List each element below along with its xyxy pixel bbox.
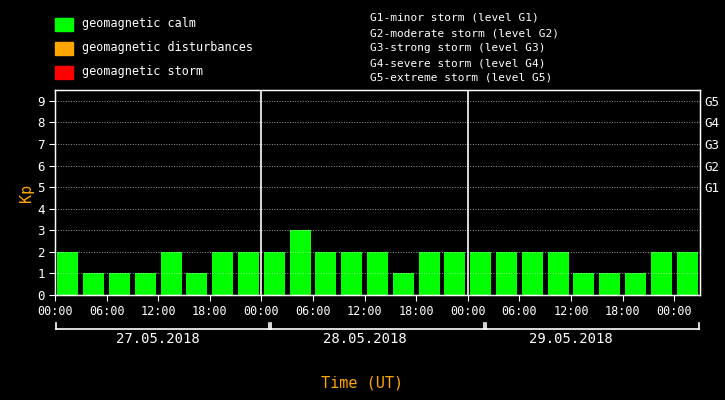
Text: G5-extreme storm (level G5): G5-extreme storm (level G5) — [370, 73, 552, 83]
Bar — [599, 274, 621, 295]
Bar — [470, 252, 492, 295]
Bar — [341, 252, 362, 295]
Bar — [496, 252, 517, 295]
Bar — [367, 252, 388, 295]
Bar — [547, 252, 568, 295]
Text: G1-minor storm (level G1): G1-minor storm (level G1) — [370, 13, 539, 23]
Text: G4-severe storm (level G4): G4-severe storm (level G4) — [370, 58, 545, 68]
Bar — [651, 252, 672, 295]
Bar — [264, 252, 285, 295]
Bar — [573, 274, 594, 295]
Bar — [109, 274, 130, 295]
Text: geomagnetic storm: geomagnetic storm — [82, 66, 203, 78]
Text: geomagnetic calm: geomagnetic calm — [82, 18, 196, 30]
Bar — [625, 274, 646, 295]
Bar — [160, 252, 182, 295]
Bar — [83, 274, 104, 295]
Y-axis label: Kp: Kp — [20, 183, 34, 202]
Text: Time (UT): Time (UT) — [321, 375, 404, 390]
Text: G3-strong storm (level G3): G3-strong storm (level G3) — [370, 43, 545, 53]
Bar — [444, 252, 465, 295]
Text: 29.05.2018: 29.05.2018 — [529, 332, 613, 346]
Text: 28.05.2018: 28.05.2018 — [323, 332, 407, 346]
Bar — [57, 252, 78, 295]
Text: geomagnetic disturbances: geomagnetic disturbances — [82, 42, 253, 54]
Bar — [315, 252, 336, 295]
Bar — [393, 274, 414, 295]
Bar — [522, 252, 543, 295]
Bar — [289, 230, 311, 295]
Bar — [186, 274, 207, 295]
Bar — [676, 252, 697, 295]
Bar — [135, 274, 156, 295]
Bar — [238, 252, 259, 295]
Text: 27.05.2018: 27.05.2018 — [116, 332, 200, 346]
Text: G2-moderate storm (level G2): G2-moderate storm (level G2) — [370, 28, 559, 38]
Bar — [212, 252, 233, 295]
Bar — [418, 252, 439, 295]
